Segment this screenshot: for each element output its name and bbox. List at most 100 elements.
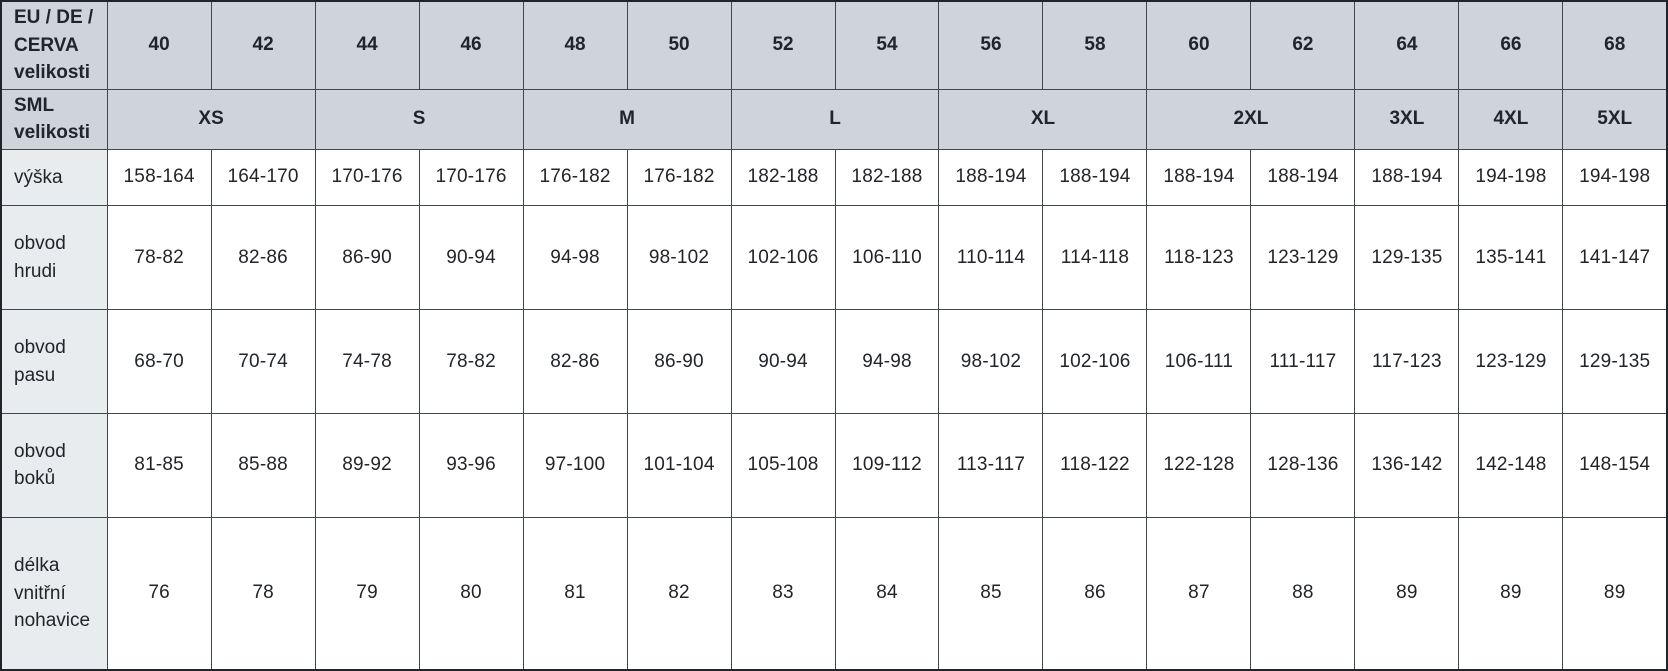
- measurement-value-cell: 170-176: [314, 148, 420, 207]
- measurement-value-cell: 74-78: [314, 309, 420, 414]
- measurement-value-cell: 176-182: [522, 148, 628, 207]
- measurement-value-cell: 85: [938, 516, 1044, 671]
- measurement-value-cell: 135-141: [1458, 205, 1564, 311]
- measurement-value-cell: 114-118: [1042, 205, 1148, 311]
- header-cell-eu-size: 62: [1250, 0, 1356, 90]
- measurement-value-cell: 118-123: [1146, 205, 1252, 311]
- header-cell-sml-group: 2XL: [1146, 88, 1356, 150]
- measurement-value-cell: 148-154: [1562, 412, 1668, 518]
- measurement-value-cell: 106-110: [834, 205, 940, 311]
- measurement-value-cell: 88: [1250, 516, 1356, 671]
- measurement-value-cell: 176-182: [626, 148, 732, 207]
- measurement-value-cell: 87: [1146, 516, 1252, 671]
- measurement-value-cell: 93-96: [418, 412, 524, 518]
- header-row-sml-sizes: SML velikosti XS S M L XL 2XL 3XL 4XL 5XL: [0, 88, 1668, 150]
- measurement-value-cell: 76: [106, 516, 212, 671]
- measurement-value-cell: 81-85: [106, 412, 212, 518]
- measurement-value-cell: 122-128: [1146, 412, 1252, 518]
- measurement-value-cell: 170-176: [418, 148, 524, 207]
- measurement-value-cell: 110-114: [938, 205, 1044, 311]
- measurement-value-cell: 141-147: [1562, 205, 1668, 311]
- header-cell-sml-group: L: [730, 88, 940, 150]
- measurement-value-cell: 194-198: [1458, 148, 1564, 207]
- header-cell-eu-size: 58: [1042, 0, 1148, 90]
- header-label-eu-sizes: EU / DE / CERVA velikosti: [0, 0, 108, 90]
- measurement-value-cell: 90-94: [730, 309, 836, 414]
- measurement-value-cell: 89: [1562, 516, 1668, 671]
- header-cell-eu-size: 64: [1354, 0, 1460, 90]
- measurement-value-cell: 89-92: [314, 412, 420, 518]
- measurement-value-cell: 105-108: [730, 412, 836, 518]
- header-cell-eu-size: 50: [626, 0, 732, 90]
- measurement-value-cell: 80: [418, 516, 524, 671]
- header-cell-eu-size: 46: [418, 0, 524, 90]
- measurement-value-cell: 123-129: [1458, 309, 1564, 414]
- measurement-value-cell: 118-122: [1042, 412, 1148, 518]
- measurement-value-cell: 85-88: [210, 412, 316, 518]
- measurement-value-cell: 83: [730, 516, 836, 671]
- measurement-value-cell: 78-82: [106, 205, 212, 311]
- measurement-value-cell: 68-70: [106, 309, 212, 414]
- measurement-value-cell: 70-74: [210, 309, 316, 414]
- measurement-value-cell: 78: [210, 516, 316, 671]
- measurement-value-cell: 117-123: [1354, 309, 1460, 414]
- measurement-value-cell: 98-102: [938, 309, 1044, 414]
- measurement-value-cell: 113-117: [938, 412, 1044, 518]
- measurement-value-cell: 98-102: [626, 205, 732, 311]
- row-label-measurement: obvod pasu: [0, 309, 108, 414]
- measurement-value-cell: 82: [626, 516, 732, 671]
- measurement-value-cell: 136-142: [1354, 412, 1460, 518]
- header-cell-sml-group: S: [314, 88, 524, 150]
- measurement-value-cell: 188-194: [1250, 148, 1356, 207]
- measurement-value-cell: 102-106: [730, 205, 836, 311]
- measurement-value-cell: 89: [1354, 516, 1460, 671]
- header-cell-sml-group: M: [522, 88, 732, 150]
- measurement-value-cell: 128-136: [1250, 412, 1356, 518]
- measurement-value-cell: 182-188: [730, 148, 836, 207]
- measurement-value-cell: 94-98: [522, 205, 628, 311]
- header-cell-eu-size: 60: [1146, 0, 1252, 90]
- measurement-value-cell: 102-106: [1042, 309, 1148, 414]
- header-label-sml-sizes: SML velikosti: [0, 88, 108, 150]
- row-label-measurement: obvod hrudi: [0, 205, 108, 311]
- header-cell-eu-size: 56: [938, 0, 1044, 90]
- measurement-value-cell: 188-194: [1042, 148, 1148, 207]
- table-row: délka vnitřní nohavice 76 78 79 80 81 82 83 84 85…: [0, 516, 1668, 671]
- header-cell-eu-size: 48: [522, 0, 628, 90]
- measurement-value-cell: 81: [522, 516, 628, 671]
- header-cell-sml-group: XS: [106, 88, 316, 150]
- table-body: výška 158-164 164-170 170-176 170-176 176-182…: [0, 148, 1668, 671]
- measurement-value-cell: 182-188: [834, 148, 940, 207]
- measurement-value-cell: 82-86: [210, 205, 316, 311]
- measurement-value-cell: 90-94: [418, 205, 524, 311]
- table-row: výška 158-164 164-170 170-176 170-176 176-182…: [0, 148, 1668, 207]
- measurement-value-cell: 164-170: [210, 148, 316, 207]
- table-head: EU / DE / CERVA velikosti 40 42 44 46 48 50 52 5…: [0, 0, 1668, 150]
- header-cell-eu-size: 66: [1458, 0, 1564, 90]
- measurement-value-cell: 109-112: [834, 412, 940, 518]
- measurement-value-cell: 94-98: [834, 309, 940, 414]
- header-cell-eu-size: 40: [106, 0, 212, 90]
- row-label-measurement: délka vnitřní nohavice: [0, 516, 108, 671]
- measurement-value-cell: 84: [834, 516, 940, 671]
- measurement-value-cell: 78-82: [418, 309, 524, 414]
- header-cell-eu-size: 68: [1562, 0, 1668, 90]
- measurement-value-cell: 79: [314, 516, 420, 671]
- table-row: obvod pasu 68-70 70-74 74-78 78-82 82-86 86-90…: [0, 309, 1668, 414]
- measurement-value-cell: 106-111: [1146, 309, 1252, 414]
- row-label-measurement: výška: [0, 148, 108, 207]
- measurement-value-cell: 188-194: [1354, 148, 1460, 207]
- measurement-value-cell: 82-86: [522, 309, 628, 414]
- measurement-value-cell: 158-164: [106, 148, 212, 207]
- header-cell-sml-group: 4XL: [1458, 88, 1564, 150]
- table-row: obvod hrudi 78-82 82-86 86-90 90-94 94-98 98-1…: [0, 205, 1668, 311]
- measurement-value-cell: 86-90: [626, 309, 732, 414]
- measurement-value-cell: 101-104: [626, 412, 732, 518]
- measurement-value-cell: 129-135: [1562, 309, 1668, 414]
- header-cell-sml-group: 5XL: [1562, 88, 1668, 150]
- header-row-eu-sizes: EU / DE / CERVA velikosti 40 42 44 46 48 50 52 5…: [0, 0, 1668, 90]
- measurement-value-cell: 97-100: [522, 412, 628, 518]
- measurement-value-cell: 111-117: [1250, 309, 1356, 414]
- header-cell-eu-size: 44: [314, 0, 420, 90]
